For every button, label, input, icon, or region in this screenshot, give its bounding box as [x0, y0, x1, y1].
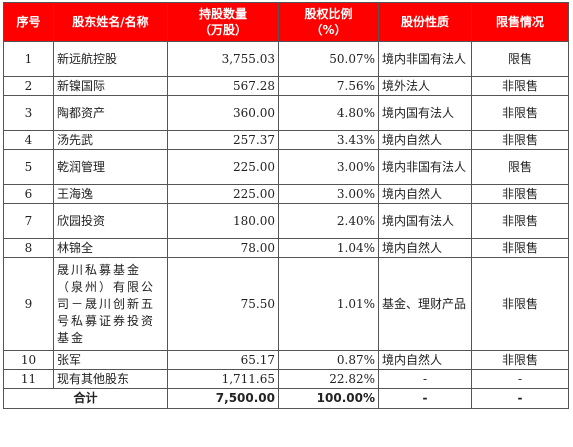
shareholder-table-container: 序号 股东姓名/名称 持股数量 （万股） 股权比例 （%） 股份性质 限售情况 … — [3, 2, 569, 409]
cell-shares: 65.17 — [167, 350, 279, 370]
cell-restriction: 非限售 — [471, 130, 569, 150]
table-row: 5 乾润管理 225.00 3.00% 境内非国有法人 限售 — [3, 149, 569, 185]
table-row: 10 张军 65.17 0.87% 境内自然人 非限售 — [3, 350, 569, 370]
cell-ratio: 50.07% — [278, 41, 379, 77]
cell-nature: 境内自然人 — [378, 238, 472, 258]
cell-seq: 7 — [3, 203, 54, 239]
cell-restriction: 限售 — [471, 149, 569, 185]
cell-name: 欣园投资 — [53, 203, 168, 239]
header-seq: 序号 — [3, 2, 54, 42]
cell-ratio: 7.56% — [278, 76, 379, 96]
cell-nature: 境内国有法人 — [378, 203, 472, 239]
cell-restriction: 非限售 — [471, 238, 569, 258]
cell-nature: 境内自然人 — [378, 130, 472, 150]
cell-nature: 境外法人 — [378, 76, 472, 96]
table-row: 1 新远航控股 3,755.03 50.07% 境内非国有法人 限售 — [3, 41, 569, 77]
cell-ratio: 1.01% — [278, 257, 379, 351]
cell-shares: 360.00 — [167, 95, 279, 131]
total-nature: - — [378, 388, 472, 409]
header-nature: 股份性质 — [378, 2, 472, 42]
table-row: 9 晟川私募基金（泉州）有限公司－晟川创新五号私募证券投资基金 75.50 1.… — [3, 257, 569, 351]
cell-restriction: 限售 — [471, 41, 569, 77]
cell-nature: - — [378, 369, 472, 389]
table-row: 2 新镍国际 567.28 7.56% 境外法人 非限售 — [3, 76, 569, 96]
cell-nature: 境内自然人 — [378, 184, 472, 204]
header-name: 股东姓名/名称 — [53, 2, 168, 42]
cell-name: 张军 — [53, 350, 168, 370]
total-row: 合计 7,500.00 100.00% - - — [3, 388, 569, 409]
header-shares-line2: （万股） — [198, 23, 247, 37]
cell-name: 晟川私募基金（泉州）有限公司－晟川创新五号私募证券投资基金 — [53, 257, 168, 351]
cell-name: 汤先武 — [53, 130, 168, 150]
header-shares: 持股数量 （万股） — [167, 2, 279, 42]
cell-ratio: 1.04% — [278, 238, 379, 258]
cell-shares: 1,711.65 — [167, 369, 279, 389]
cell-nature: 境内非国有法人 — [378, 41, 472, 77]
cell-restriction: 非限售 — [471, 76, 569, 96]
cell-nature: 基金、理财产品 — [378, 257, 472, 351]
cell-seq: 8 — [3, 238, 54, 258]
cell-seq: 4 — [3, 130, 54, 150]
cell-shares: 78.00 — [167, 238, 279, 258]
header-ratio-line1: 股权比例 — [304, 7, 353, 21]
cell-restriction: 非限售 — [471, 350, 569, 370]
cell-seq: 5 — [3, 149, 54, 185]
total-shares: 7,500.00 — [167, 388, 279, 409]
cell-shares: 225.00 — [167, 149, 279, 185]
cell-seq: 9 — [3, 257, 54, 351]
cell-nature: 境内自然人 — [378, 350, 472, 370]
cell-shares: 3,755.03 — [167, 41, 279, 77]
cell-restriction: - — [471, 369, 569, 389]
cell-shares: 180.00 — [167, 203, 279, 239]
cell-seq: 6 — [3, 184, 54, 204]
cell-seq: 2 — [3, 76, 54, 96]
total-ratio: 100.00% — [278, 388, 379, 409]
cell-name: 陶都资产 — [53, 95, 168, 131]
cell-name: 新镍国际 — [53, 76, 168, 96]
cell-name: 乾润管理 — [53, 149, 168, 185]
cell-seq: 11 — [3, 369, 54, 389]
header-ratio: 股权比例 （%） — [278, 2, 379, 42]
table-row: 4 汤先武 257.37 3.43% 境内自然人 非限售 — [3, 130, 569, 150]
cell-shares: 75.50 — [167, 257, 279, 351]
cell-nature: 境内非国有法人 — [378, 149, 472, 185]
cell-shares: 567.28 — [167, 76, 279, 96]
table-header-row: 序号 股东姓名/名称 持股数量 （万股） 股权比例 （%） 股份性质 限售情况 — [3, 2, 569, 42]
shareholder-table: 序号 股东姓名/名称 持股数量 （万股） 股权比例 （%） 股份性质 限售情况 … — [3, 2, 569, 409]
cell-name: 现有其他股东 — [53, 369, 168, 389]
table-row: 3 陶都资产 360.00 4.80% 境内国有法人 非限售 — [3, 95, 569, 131]
header-ratio-line2: （%） — [310, 23, 347, 37]
cell-ratio: 22.82% — [278, 369, 379, 389]
cell-name: 王海逸 — [53, 184, 168, 204]
cell-shares: 225.00 — [167, 184, 279, 204]
table-row: 7 欣园投资 180.00 2.40% 境内国有法人 非限售 — [3, 203, 569, 239]
cell-seq: 10 — [3, 350, 54, 370]
table-row: 11 现有其他股东 1,711.65 22.82% - - — [3, 369, 569, 389]
cell-ratio: 3.00% — [278, 149, 379, 185]
cell-restriction: 非限售 — [471, 184, 569, 204]
header-restriction: 限售情况 — [471, 2, 569, 42]
cell-ratio: 0.87% — [278, 350, 379, 370]
cell-shares: 257.37 — [167, 130, 279, 150]
cell-ratio: 4.80% — [278, 95, 379, 131]
table-row: 8 林锦全 78.00 1.04% 境内自然人 非限售 — [3, 238, 569, 258]
cell-ratio: 2.40% — [278, 203, 379, 239]
cell-ratio: 3.00% — [278, 184, 379, 204]
cell-name: 林锦全 — [53, 238, 168, 258]
cell-restriction: 非限售 — [471, 203, 569, 239]
cell-seq: 3 — [3, 95, 54, 131]
cell-restriction: 非限售 — [471, 257, 569, 351]
cell-seq: 1 — [3, 41, 54, 77]
cell-nature: 境内国有法人 — [378, 95, 472, 131]
total-restriction: - — [471, 388, 569, 409]
cell-restriction: 非限售 — [471, 95, 569, 131]
table-row: 6 王海逸 225.00 3.00% 境内自然人 非限售 — [3, 184, 569, 204]
header-shares-line1: 持股数量 — [198, 7, 247, 21]
total-label: 合计 — [3, 388, 168, 409]
cell-ratio: 3.43% — [278, 130, 379, 150]
cell-name: 新远航控股 — [53, 41, 168, 77]
